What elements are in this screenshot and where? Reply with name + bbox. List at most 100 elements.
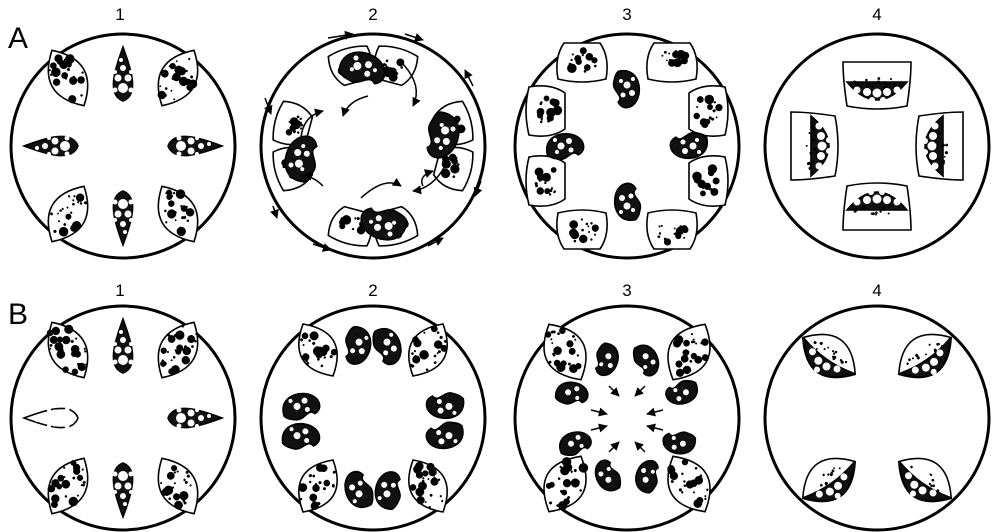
stipple-dot <box>806 145 808 147</box>
vessel-hole <box>854 199 861 206</box>
vessel-hole <box>115 483 122 490</box>
stipple-dot <box>715 104 722 111</box>
vessel-hole <box>883 196 891 204</box>
vessel-hole <box>188 420 195 427</box>
vessel-hole <box>113 342 117 346</box>
vessel-hole <box>188 410 195 417</box>
vessel-hole <box>65 424 70 429</box>
stipple-dot <box>867 81 870 84</box>
stipple-dot <box>809 152 812 155</box>
stipple-dot <box>938 158 940 160</box>
stipple-dot <box>592 224 599 231</box>
stipple-dot <box>675 233 681 239</box>
stipple-dot <box>856 84 858 86</box>
stipple-dot <box>581 229 584 232</box>
stipple-dot <box>582 54 584 56</box>
vessel-hole <box>195 136 199 140</box>
stipple-dot <box>659 225 661 227</box>
vessel-hole <box>177 408 182 413</box>
stipple-dot <box>941 145 944 148</box>
row-b-panel-2-label: 2 <box>368 281 377 300</box>
vessel-hole <box>113 200 118 205</box>
stipple-dot <box>812 123 814 125</box>
stipple-dot <box>812 126 814 128</box>
vessel-hole <box>52 138 59 145</box>
vessel-hole <box>569 148 574 153</box>
section-ring <box>765 306 989 530</box>
stipple-dot <box>808 162 811 165</box>
vessel-hole <box>120 65 126 71</box>
vessel-hole <box>129 70 133 74</box>
vessel-hole <box>123 502 127 506</box>
stipple-dot <box>696 106 698 108</box>
vessel-hole <box>129 360 134 365</box>
stipple-dot <box>567 64 577 74</box>
dark-comma <box>615 183 641 220</box>
vessel-hole <box>118 199 128 209</box>
stipple-dot <box>865 79 868 82</box>
stipple-dot <box>860 86 862 88</box>
vessel-hole <box>826 137 832 143</box>
stipple-dot <box>664 238 671 245</box>
stipple-dot <box>594 234 596 236</box>
vessel-hole <box>47 136 51 140</box>
stipple-dot <box>554 190 556 192</box>
stipple-dot <box>888 83 890 85</box>
vessel-hole <box>129 342 133 346</box>
vessel-hole <box>894 199 901 206</box>
stipple-dot <box>710 188 718 196</box>
stipple-dot <box>813 165 815 167</box>
flow-arrow <box>273 206 277 218</box>
vessel-hole <box>35 418 39 422</box>
stipple-dot <box>587 225 589 227</box>
vessel-hole <box>176 413 186 423</box>
stipple-dot <box>945 144 948 147</box>
vessel-hole <box>47 424 51 428</box>
stipple-dot <box>551 117 554 120</box>
stipple-dot <box>584 70 587 73</box>
vessel-hole <box>52 148 59 155</box>
stipple-dot <box>698 180 706 188</box>
stipple-dot <box>885 85 887 87</box>
stipple-dot <box>590 222 592 224</box>
stipple-dot <box>666 59 668 61</box>
stipple-dot <box>682 227 688 233</box>
vessel-hole <box>188 148 195 155</box>
vessel-hole <box>115 347 122 354</box>
vessel-hole <box>176 141 186 151</box>
vessel-hole <box>621 93 626 98</box>
vessel-hole <box>869 97 875 103</box>
row-a-panel-1-label: 1 <box>115 5 124 24</box>
vessel-hole <box>115 211 122 218</box>
vessel-hole <box>619 79 623 83</box>
stipple-dot <box>814 147 817 150</box>
stipple-dot <box>574 240 577 243</box>
stipple-dot <box>542 173 551 182</box>
vessel-hole <box>883 88 891 96</box>
vessel-hole <box>65 152 70 157</box>
vessel-hole <box>932 123 939 130</box>
vessel-hole <box>198 143 204 149</box>
stipple-dot <box>812 128 815 131</box>
vessel-hole <box>929 132 937 140</box>
vessel-hole <box>681 140 686 145</box>
stipple-dot <box>705 95 715 105</box>
vessel-hole <box>207 142 211 146</box>
vessel-hole <box>60 141 70 151</box>
stipple-dot <box>572 53 574 55</box>
stipple-dot <box>707 104 713 110</box>
vessel-hole <box>555 150 559 154</box>
stipple-dot <box>714 101 716 103</box>
vessel-hole <box>35 146 39 150</box>
stipple-dot <box>668 53 670 55</box>
row-a-label: A <box>8 22 28 55</box>
vessel-hole <box>42 415 48 421</box>
row-a-panel-4-label: 4 <box>872 5 881 24</box>
vessel-hole <box>932 163 939 170</box>
stipple-dot <box>882 206 885 209</box>
stipple-dot <box>702 187 704 189</box>
vessel-hole <box>566 138 572 144</box>
stipple-dot <box>535 182 538 185</box>
vessel-hole <box>629 90 635 96</box>
vessel-hole <box>60 413 70 423</box>
